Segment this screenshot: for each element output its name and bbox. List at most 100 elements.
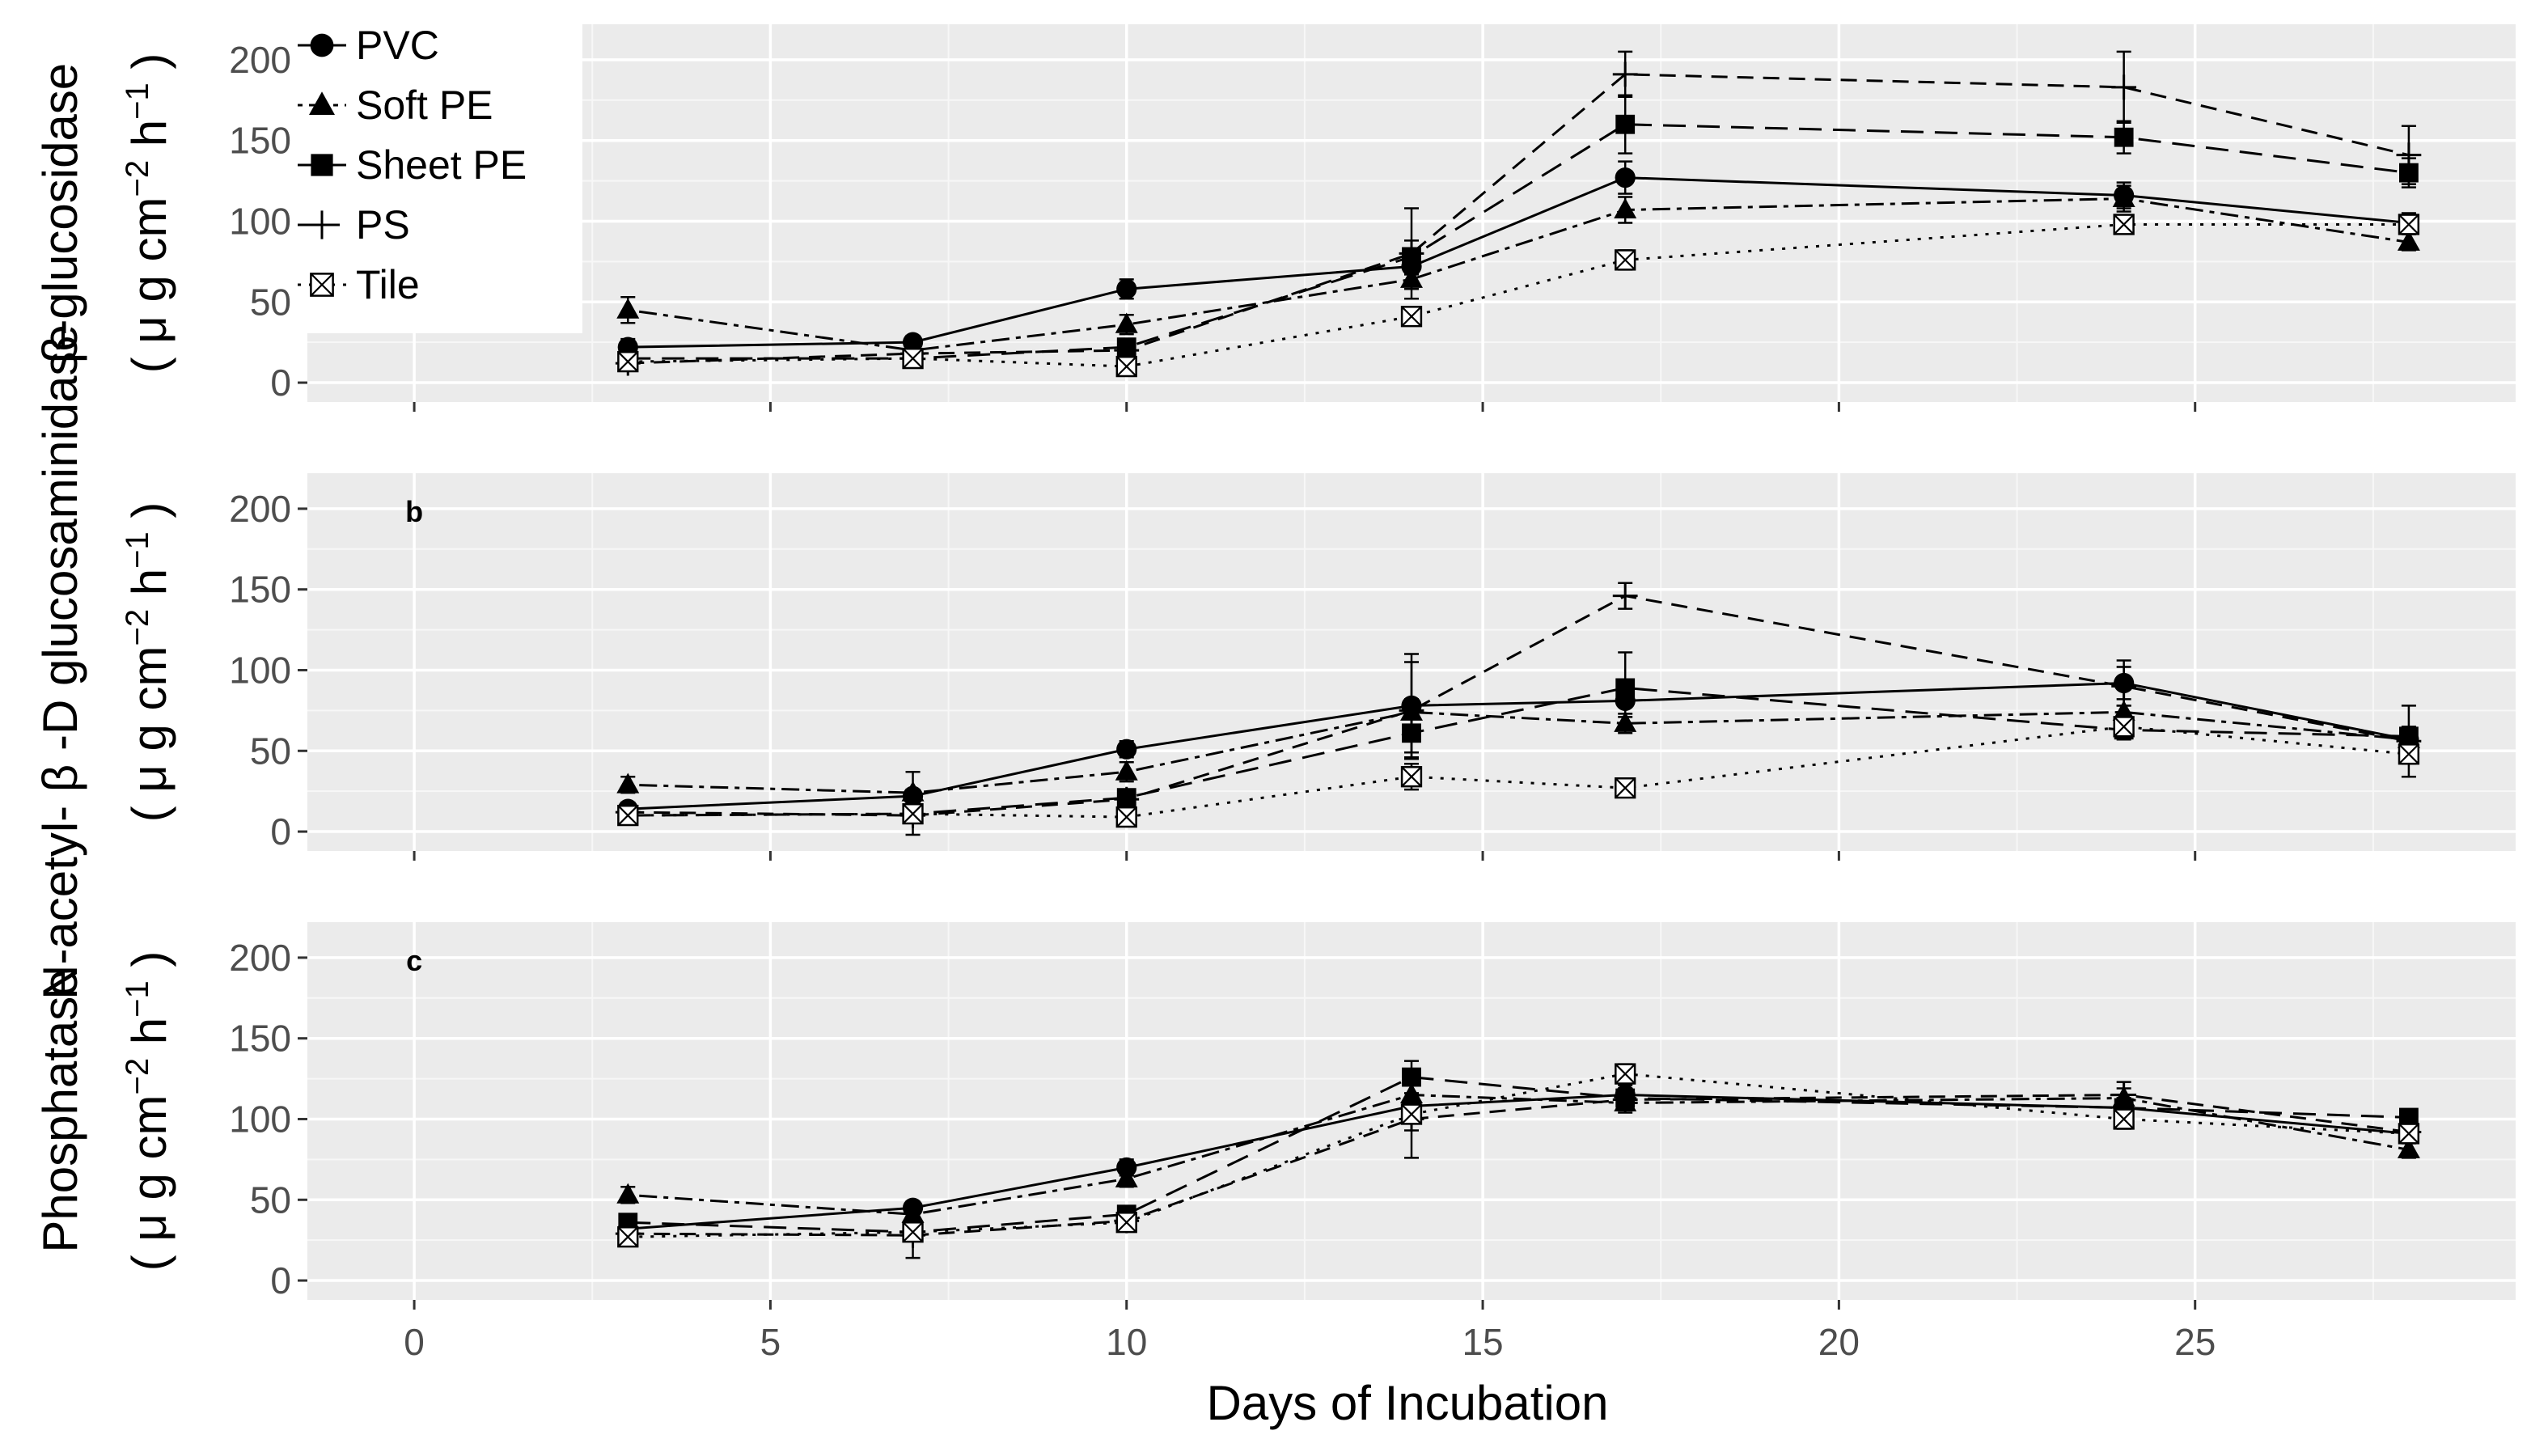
data-point — [2398, 743, 2420, 765]
x-tick-label: 5 — [760, 1321, 781, 1363]
data-point — [1612, 1087, 1638, 1112]
data-point — [1612, 583, 1638, 609]
data-point — [616, 1183, 640, 1204]
legend-item-tile: Tile — [298, 262, 420, 307]
data-point — [1399, 697, 1424, 723]
data-point — [2398, 1123, 2420, 1145]
data-point — [617, 804, 639, 827]
y-axis-unit: ( μ g cm−2 h−1 ) — [120, 951, 176, 1272]
data-point — [2113, 214, 2135, 235]
y-tick-label: 150 — [229, 1018, 291, 1060]
y-tick-label: 0 — [270, 1259, 291, 1302]
x-tick-label: 15 — [1462, 1321, 1503, 1363]
legend-marker — [311, 154, 333, 176]
data-point — [2113, 1108, 2135, 1130]
data-point — [1400, 306, 1423, 328]
data-point — [1615, 167, 1636, 188]
data-point — [1400, 1103, 1423, 1125]
data-point — [1399, 240, 1424, 266]
data-point — [2111, 1082, 2137, 1107]
unit-exponent: −2 — [120, 609, 155, 646]
y-tick-label: 150 — [229, 569, 291, 611]
legend-marker — [310, 273, 334, 297]
series-tile — [617, 214, 2420, 378]
y-tick-label: 200 — [229, 937, 291, 979]
unit-text: ) — [122, 951, 176, 981]
x-tick-label: 25 — [2174, 1321, 2216, 1363]
data-point — [1615, 1063, 1636, 1085]
data-point — [617, 350, 639, 373]
unit-exponent: −2 — [120, 160, 155, 197]
y-tick-label: 100 — [229, 649, 291, 691]
panel-2: 0 50 100 150 200 b N-acetyl- β -D glucosaminid… — [33, 324, 2516, 1000]
x-axis-title: Days of Incubation — [1207, 1376, 1609, 1430]
data-point — [617, 1226, 639, 1248]
data-point — [2112, 186, 2135, 208]
data-point — [1115, 806, 1137, 828]
unit-text: h — [122, 120, 176, 160]
panel-1: 0 50 100 150 200 β-glucosidase ( μ g cm−2 h−1 … — [33, 24, 2516, 412]
y-tick-label: 50 — [250, 1179, 291, 1221]
y-axis-unit: ( μ g cm−2 h−1 ) — [120, 502, 176, 823]
unit-text: h — [122, 569, 176, 609]
unit-exponent: −1 — [120, 83, 155, 120]
unit-exponent: −1 — [120, 531, 155, 569]
y-tick-label: 150 — [229, 120, 291, 162]
legend-label: Soft PE — [356, 83, 493, 128]
data-point — [2111, 74, 2137, 100]
legend: PVC Soft PE Sheet PE PS Tile — [293, 23, 582, 333]
data-point — [1400, 766, 1423, 788]
y-axis-title: β-glucosidase — [33, 63, 87, 363]
data-point — [2114, 127, 2134, 147]
legend-marker — [307, 210, 336, 239]
data-point — [1615, 249, 1636, 271]
data-point — [2397, 1137, 2420, 1158]
y-axis-title: Phosphatase — [33, 969, 87, 1252]
data-point — [1115, 1212, 1137, 1234]
data-point — [902, 347, 924, 370]
data-point — [2112, 700, 2135, 721]
unit-text: ( μ g cm — [122, 646, 176, 823]
unit-exponent: −1 — [120, 980, 155, 1018]
unit-text: ) — [122, 53, 176, 83]
data-point — [1115, 760, 1138, 781]
y-tick-label: 50 — [250, 281, 291, 323]
x-tick-label: 20 — [1818, 1321, 1860, 1363]
y-tick-label: 0 — [270, 811, 291, 853]
legend-label: Tile — [356, 262, 420, 307]
y-axis-unit: ( μ g cm−2 h−1 ) — [120, 53, 176, 374]
x-tick-label: 0 — [404, 1321, 425, 1363]
data-point — [1615, 777, 1636, 799]
legend-item-sheet-pe: Sheet PE — [298, 142, 527, 188]
data-point — [1116, 278, 1137, 299]
unit-exponent: −2 — [120, 1058, 155, 1095]
data-point — [902, 1221, 924, 1243]
data-point — [1115, 355, 1137, 378]
data-point — [1115, 1166, 1138, 1187]
data-point — [2397, 230, 2420, 251]
legend-marker — [310, 33, 334, 57]
data-point — [1612, 61, 1638, 87]
legend-label: Sheet PE — [356, 142, 527, 188]
data-point — [1615, 114, 1636, 134]
y-tick-label: 200 — [229, 39, 291, 81]
data-point — [1614, 197, 1637, 219]
series-tile — [617, 1063, 2420, 1248]
y-tick-label: 0 — [270, 362, 291, 404]
data-point — [2113, 716, 2135, 738]
legend-label: PVC — [356, 23, 439, 68]
y-tick-label: 200 — [229, 488, 291, 530]
unit-text: ( μ g cm — [122, 197, 176, 374]
data-point — [616, 298, 640, 319]
data-point — [1615, 678, 1636, 698]
legend-item-ps: PS — [298, 202, 410, 248]
legend-item-soft-pe: Soft PE — [298, 83, 493, 128]
panel-3: 0 50 100 150 200 0 5 10 15 20 25 c Phosphatase ( μ g … — [33, 922, 2516, 1363]
legend-label: PS — [356, 202, 410, 248]
data-point — [902, 802, 924, 825]
y-tick-label: 50 — [250, 730, 291, 772]
data-point — [1116, 739, 1137, 760]
y-axis-title: N-acetyl- β -D glucosaminidase — [33, 324, 87, 1000]
legend-item-pvc: PVC — [298, 23, 439, 68]
